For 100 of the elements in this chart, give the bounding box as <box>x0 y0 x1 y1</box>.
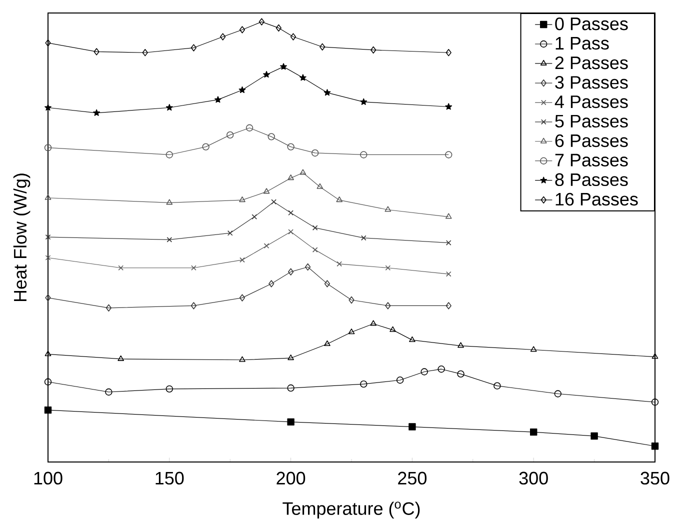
point <box>458 342 464 348</box>
point <box>45 234 51 240</box>
point <box>288 268 294 276</box>
point <box>324 280 330 288</box>
point <box>252 214 258 220</box>
point <box>390 326 396 332</box>
point <box>348 328 355 334</box>
point <box>348 296 354 304</box>
point <box>385 265 391 271</box>
point <box>360 235 366 241</box>
point <box>396 376 404 384</box>
point <box>166 385 174 393</box>
point <box>324 340 330 346</box>
point <box>370 46 376 54</box>
point <box>44 378 52 386</box>
point <box>530 428 538 436</box>
point <box>166 199 173 205</box>
point <box>227 230 233 236</box>
point <box>446 49 452 56</box>
point <box>288 210 294 216</box>
point <box>300 169 306 175</box>
point <box>239 294 246 302</box>
point <box>44 350 52 356</box>
legend-label: 5 Passes <box>555 114 628 128</box>
point <box>305 263 311 271</box>
point <box>370 320 377 326</box>
point <box>44 194 52 200</box>
point <box>385 302 391 310</box>
point <box>93 109 100 116</box>
point <box>384 206 392 212</box>
point <box>420 368 428 376</box>
point <box>214 96 222 103</box>
point <box>263 188 270 194</box>
point <box>530 346 537 352</box>
point <box>239 196 246 202</box>
point <box>240 257 245 263</box>
point <box>45 255 51 260</box>
point <box>408 423 416 430</box>
legend-label: 6 Passes <box>555 134 628 148</box>
point <box>190 44 196 52</box>
point <box>280 63 287 70</box>
point <box>239 356 246 362</box>
point <box>409 336 416 342</box>
point <box>268 280 274 288</box>
point <box>651 442 659 450</box>
point <box>445 213 452 219</box>
point <box>271 199 276 204</box>
point <box>445 151 452 158</box>
point <box>287 143 294 150</box>
legend-label: 0 Passes <box>555 17 628 30</box>
point <box>287 384 294 392</box>
legend-label: 4 Passes <box>554 96 628 108</box>
x-tick-label: 200 <box>276 472 306 485</box>
point <box>264 243 270 249</box>
point <box>166 237 172 242</box>
x-tick-label: 250 <box>398 472 427 485</box>
point <box>238 86 246 94</box>
point <box>324 89 331 96</box>
point <box>118 355 124 361</box>
point <box>268 133 275 140</box>
point <box>651 398 659 406</box>
point <box>263 71 270 78</box>
point <box>312 225 318 230</box>
point <box>360 98 368 105</box>
legend-label: 3 Passes <box>555 76 628 89</box>
point <box>336 196 343 202</box>
point <box>166 104 173 111</box>
point <box>45 39 51 47</box>
point <box>652 353 658 359</box>
point <box>226 131 234 139</box>
point <box>190 302 196 310</box>
legend-label: 16 Passes <box>556 192 638 206</box>
point <box>316 183 324 189</box>
legend-label: 7 Passes <box>555 154 628 166</box>
point <box>287 418 294 426</box>
point <box>94 48 100 56</box>
legend-label: 2 Passes <box>555 56 628 70</box>
point <box>290 33 296 40</box>
point <box>360 380 368 388</box>
point <box>445 103 452 110</box>
legend-label: 1 Pass <box>556 37 609 50</box>
point <box>166 151 174 158</box>
point <box>438 366 445 373</box>
point <box>239 26 246 34</box>
point <box>494 382 501 390</box>
point <box>590 432 598 440</box>
x-axis-title: Temperature ($^{o}$C) <box>282 502 420 519</box>
point <box>288 174 294 180</box>
legend-label: 8 Passes <box>555 173 628 186</box>
point <box>106 304 112 312</box>
point <box>105 388 112 396</box>
point <box>142 49 148 56</box>
x-tick-label: 100 <box>34 472 62 485</box>
point <box>276 24 282 32</box>
point <box>457 370 464 378</box>
y-axis-title: Heat Flow (W/g) <box>13 174 30 302</box>
point <box>554 390 562 398</box>
point <box>258 18 264 26</box>
point <box>311 149 319 157</box>
x-tick-label: 150 <box>156 472 184 485</box>
